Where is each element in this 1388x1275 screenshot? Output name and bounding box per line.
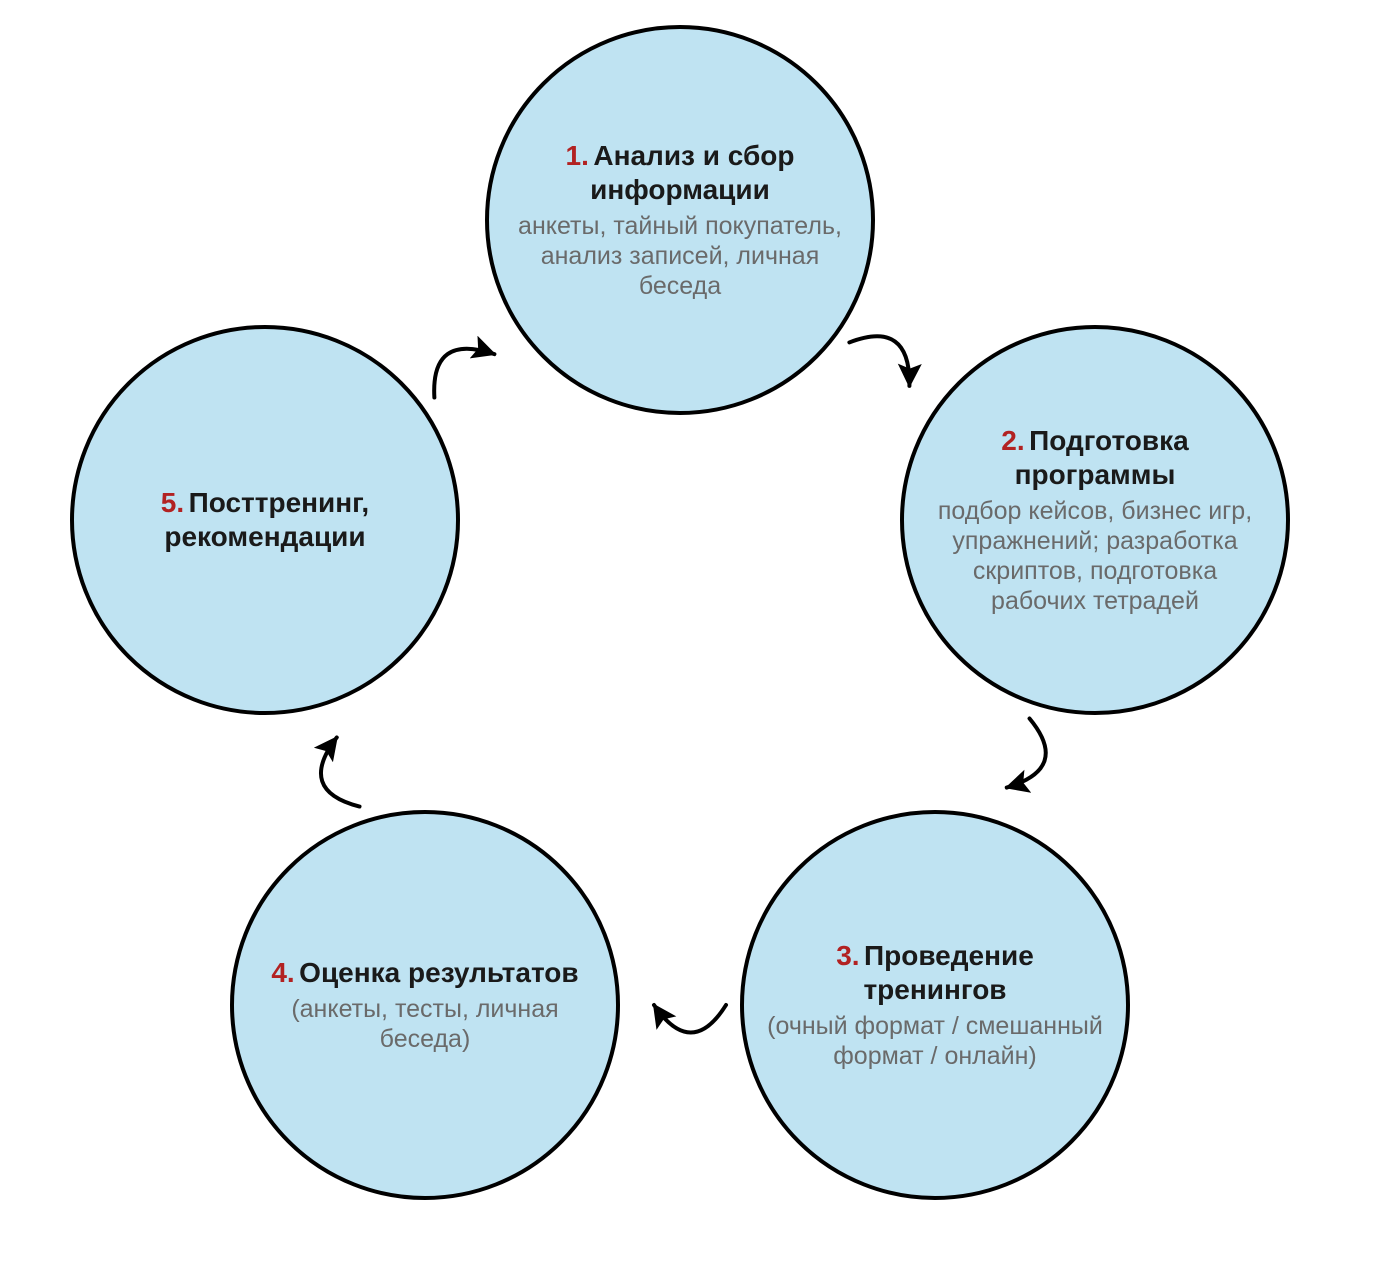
cycle-arrow xyxy=(654,1005,726,1032)
node-subtitle: (очный формат / смешанный формат / онлай… xyxy=(763,1011,1107,1071)
node-title: Подготовка программы xyxy=(1015,425,1189,490)
cycle-node-2: 2. Подготовка программыподбор кейсов, би… xyxy=(900,325,1290,715)
node-title: Проведение тренингов xyxy=(863,940,1033,1005)
cycle-node-3: 3. Проведение тренингов(очный формат / с… xyxy=(740,810,1130,1200)
node-subtitle: (анкеты, тесты, личная беседа) xyxy=(253,994,597,1054)
node-title: Посттренинг, рекомендации xyxy=(164,487,369,552)
node-number: 3. xyxy=(836,940,859,971)
cycle-arrow xyxy=(849,336,909,386)
node-number: 2. xyxy=(1001,425,1024,456)
cycle-arrow xyxy=(434,349,494,398)
node-number: 1. xyxy=(566,140,589,171)
node-subtitle: анкеты, тайный покупатель, анализ записе… xyxy=(508,211,852,301)
cycle-node-5: 5. Посттренинг, рекомендации xyxy=(70,325,460,715)
node-number: 4. xyxy=(271,957,294,988)
node-title: Оценка результатов xyxy=(299,957,578,988)
node-subtitle: подбор кейсов, бизнес игр, упражнений; р… xyxy=(923,496,1267,616)
cycle-arrow xyxy=(321,737,360,806)
cycle-diagram: 1. Анализ и сбор информациианкеты, тайны… xyxy=(0,0,1388,1275)
cycle-node-1: 1. Анализ и сбор информациианкеты, тайны… xyxy=(485,25,875,415)
node-title: Анализ и сбор информации xyxy=(590,140,794,205)
cycle-node-4: 4. Оценка результатов (анкеты, тесты, лич… xyxy=(230,810,620,1200)
cycle-arrow xyxy=(1007,718,1046,787)
node-number: 5. xyxy=(161,487,184,518)
